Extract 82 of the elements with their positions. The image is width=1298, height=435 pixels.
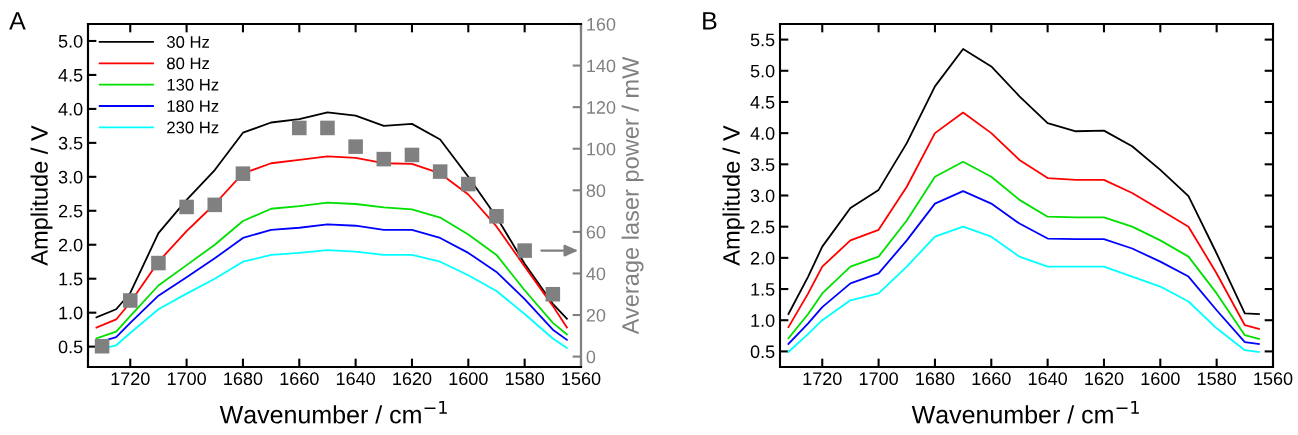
y-tick-label: 2.5 <box>58 204 83 218</box>
y2-tick-label: 160 <box>587 17 616 31</box>
y-tick-label: 4.5 <box>58 69 83 82</box>
point <box>207 197 223 213</box>
x-tick-label: 1720 <box>803 372 842 386</box>
y-tick-label: 1.5 <box>59 272 83 286</box>
y-tick-label: 3.5 <box>58 136 83 150</box>
x-tick-label: 1580 <box>1197 372 1237 386</box>
y-tick-label: 2.5 <box>750 220 775 234</box>
legend-label: 80 Hz <box>167 57 210 70</box>
x-tick-label: 1640 <box>1028 372 1068 386</box>
x-tick-label: 1600 <box>449 372 488 386</box>
y-tick-label: 3.5 <box>750 158 775 172</box>
x-tick-label: 1640 <box>336 372 376 386</box>
point <box>122 293 138 308</box>
point <box>151 255 166 271</box>
legend-label: 130 Hz <box>167 78 219 91</box>
y2-tick-label: 0 <box>586 350 596 364</box>
y-tick-label: 2.0 <box>750 251 775 265</box>
legend-label: 180 Hz <box>167 100 219 113</box>
y-tick-label: 5.0 <box>750 64 775 78</box>
y-tick-label: 4.5 <box>750 96 775 109</box>
x-tick-label: 1700 <box>167 372 206 386</box>
y-tick-label: 4.0 <box>58 102 83 116</box>
y-tick-label: 1.0 <box>59 306 83 320</box>
y2-tick-label: 40 <box>586 267 606 281</box>
x-tick-label: 1600 <box>1141 372 1180 386</box>
y-tick-label: 5.5 <box>750 33 775 47</box>
line-series <box>787 225 1260 353</box>
x-tick-label: 1660 <box>972 372 1011 386</box>
line-series <box>95 111 568 320</box>
point <box>461 176 476 192</box>
y-tick-label: 3.0 <box>58 170 83 184</box>
y-axis-title: Amplitude / V <box>30 125 53 266</box>
x-tick-label: 1680 <box>916 372 955 386</box>
line-series <box>787 160 1260 340</box>
x-tick-label: 1620 <box>393 372 432 386</box>
chart-title: A <box>9 12 26 30</box>
x-axis-title: Wavenumber / cm$^{−1}$ <box>219 400 447 424</box>
y-tick-label: 2.0 <box>58 238 83 252</box>
x-tick-label: 1560 <box>562 372 601 386</box>
point <box>348 139 363 154</box>
x-tick-label: 1680 <box>224 372 263 386</box>
x-tick-label: 1580 <box>505 372 545 386</box>
y-tick-label: 4.0 <box>750 127 775 140</box>
point <box>94 338 110 354</box>
point <box>179 199 194 215</box>
x-tick-label: 1700 <box>859 372 898 386</box>
legend-label: 30 Hz <box>166 36 210 48</box>
point <box>517 243 532 258</box>
point <box>404 147 420 163</box>
point <box>235 166 251 181</box>
x-axis-title: Wavenumber / cm$^{−1}$ <box>911 400 1139 424</box>
line-series <box>787 190 1260 345</box>
y-tick-label: 0.5 <box>750 345 775 359</box>
y2-tick-label: 80 <box>586 184 606 198</box>
point <box>489 209 504 224</box>
x-tick-label: 1660 <box>280 372 319 386</box>
y-tick-label: 5.0 <box>58 34 83 48</box>
chart-title: B <box>703 12 717 30</box>
x-tick-label: 1720 <box>111 372 150 386</box>
point <box>292 120 307 136</box>
line-series <box>787 111 1260 330</box>
legend-label: 230 Hz <box>167 121 219 134</box>
y-tick-label: 1.0 <box>751 314 775 327</box>
point <box>545 286 561 302</box>
y2-tick-label: 120 <box>587 101 616 114</box>
x-tick-label: 1620 <box>1085 372 1124 386</box>
y2-tick-label: 140 <box>587 59 616 73</box>
y-tick-label: 0.5 <box>58 340 83 354</box>
line-series <box>787 48 1260 315</box>
point <box>320 120 335 136</box>
y2-tick-label: 100 <box>587 142 616 156</box>
point <box>432 164 448 179</box>
y-tick-label: 3.0 <box>750 189 775 203</box>
point <box>376 151 392 167</box>
y2-tick-label: 20 <box>586 308 606 322</box>
y-tick-label: 1.5 <box>751 283 775 296</box>
y2-tick-label: 60 <box>586 225 606 239</box>
y-axis-title: Amplitude / V <box>722 125 745 266</box>
y2-axis-title: Average laser power / mW <box>621 56 644 335</box>
x-tick-label: 1560 <box>1254 372 1293 386</box>
